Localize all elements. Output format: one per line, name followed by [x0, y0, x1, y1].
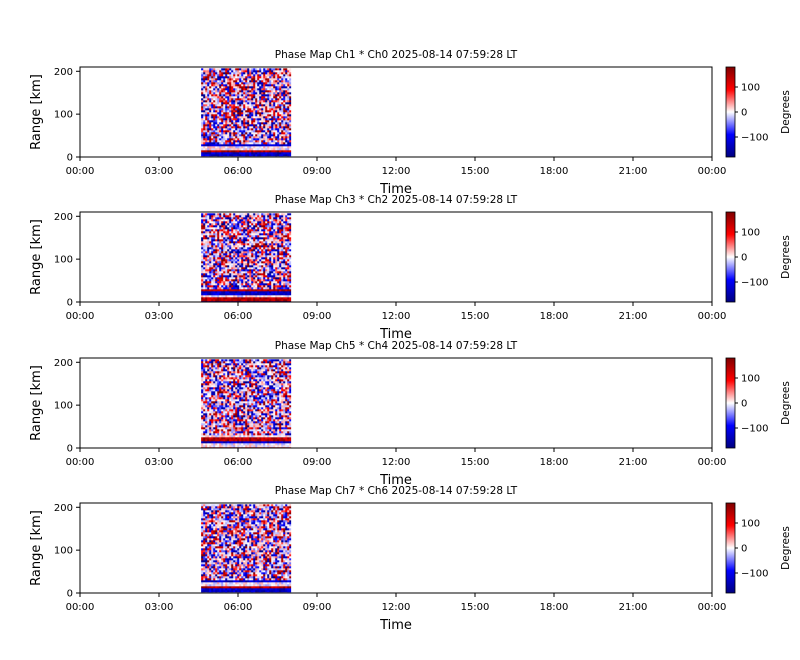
phase-heatmap-cells — [201, 504, 292, 594]
x-tick-label: 15:00 — [461, 457, 490, 468]
x-tick-label: 03:00 — [145, 166, 174, 177]
x-tick-label: 15:00 — [461, 166, 490, 177]
x-tick-label: 18:00 — [540, 457, 569, 468]
phase-map-panel-3: Phase Map Ch7 * Ch6 2025-08-14 07:59:28 … — [29, 485, 792, 633]
panel-title: Phase Map Ch5 * Ch4 2025-08-14 07:59:28 … — [275, 340, 518, 352]
phase-heatmap-cells — [201, 68, 292, 158]
colorbar-tick-label: −100 — [741, 569, 768, 580]
x-tick-label: 00:00 — [698, 166, 727, 177]
y-tick-label: 100 — [54, 546, 73, 557]
x-tick-label: 09:00 — [303, 166, 332, 177]
x-axis-label: Time — [379, 473, 412, 488]
x-tick-label: 18:00 — [540, 602, 569, 613]
colorbar-tick-label: −100 — [741, 133, 768, 144]
colorbar — [725, 66, 736, 158]
colorbar-tick-label: 0 — [741, 108, 747, 119]
y-axis-label: Range [km] — [29, 74, 44, 150]
x-tick-label: 06:00 — [224, 311, 253, 322]
colorbar-tick-label: 100 — [741, 228, 760, 239]
colorbar-label: Degrees — [780, 90, 792, 134]
x-tick-label: 06:00 — [224, 457, 253, 468]
y-tick-label: 200 — [54, 67, 73, 78]
x-tick-label: 12:00 — [382, 311, 411, 322]
x-axis-label: Time — [379, 618, 412, 633]
y-tick-label: 0 — [67, 589, 73, 600]
x-tick-label: 06:00 — [224, 602, 253, 613]
x-tick-label: 06:00 — [224, 166, 253, 177]
phase-map-panel-1: Phase Map Ch3 * Ch2 2025-08-14 07:59:28 … — [29, 194, 792, 342]
x-tick-label: 21:00 — [619, 457, 648, 468]
colorbar — [725, 357, 736, 449]
x-tick-label: 09:00 — [303, 311, 332, 322]
x-tick-label: 09:00 — [303, 602, 332, 613]
x-tick-label: 00:00 — [698, 602, 727, 613]
x-tick-label: 00:00 — [698, 311, 727, 322]
x-tick-label: 12:00 — [382, 457, 411, 468]
x-tick-label: 21:00 — [619, 311, 648, 322]
y-tick-label: 100 — [54, 110, 73, 121]
y-tick-label: 0 — [67, 444, 73, 455]
panel-title: Phase Map Ch1 * Ch0 2025-08-14 07:59:28 … — [275, 49, 518, 61]
x-tick-label: 00:00 — [66, 166, 95, 177]
x-tick-label: 12:00 — [382, 602, 411, 613]
x-tick-label: 18:00 — [540, 311, 569, 322]
x-tick-label: 03:00 — [145, 311, 174, 322]
colorbar-tick-label: −100 — [741, 278, 768, 289]
colorbar — [725, 211, 736, 303]
axes-frame — [79, 357, 713, 449]
colorbar-label: Degrees — [780, 235, 792, 279]
y-tick-label: 0 — [67, 153, 73, 164]
panel-title: Phase Map Ch7 * Ch6 2025-08-14 07:59:28 … — [275, 485, 518, 497]
y-axis-label: Range [km] — [29, 365, 44, 441]
x-tick-label: 00:00 — [698, 457, 727, 468]
phase-map-panel-0: Phase Map Ch1 * Ch0 2025-08-14 07:59:28 … — [29, 49, 792, 197]
x-tick-label: 09:00 — [303, 457, 332, 468]
colorbar-tick-label: 100 — [741, 519, 760, 530]
axes-frame — [79, 211, 713, 303]
axes-frame — [79, 502, 713, 594]
x-tick-label: 00:00 — [66, 311, 95, 322]
y-tick-label: 200 — [54, 358, 73, 369]
y-axis-label: Range [km] — [29, 510, 44, 586]
colorbar-tick-label: 100 — [741, 83, 760, 94]
x-tick-label: 00:00 — [66, 602, 95, 613]
colorbar-label: Degrees — [780, 526, 792, 570]
phase-map-panel-2: Phase Map Ch5 * Ch4 2025-08-14 07:59:28 … — [29, 340, 792, 488]
y-tick-label: 100 — [54, 401, 73, 412]
colorbar-tick-label: 0 — [741, 399, 747, 410]
x-tick-label: 12:00 — [382, 166, 411, 177]
y-tick-label: 200 — [54, 503, 73, 514]
x-tick-label: 21:00 — [619, 602, 648, 613]
x-tick-label: 03:00 — [145, 602, 174, 613]
colorbar — [725, 502, 736, 594]
x-tick-label: 15:00 — [461, 311, 490, 322]
x-tick-label: 03:00 — [145, 457, 174, 468]
y-tick-label: 100 — [54, 255, 73, 266]
x-tick-label: 00:00 — [66, 457, 95, 468]
colorbar-tick-label: −100 — [741, 424, 768, 435]
y-axis-label: Range [km] — [29, 219, 44, 295]
colorbar-tick-label: 100 — [741, 374, 760, 385]
x-axis-label: Time — [379, 182, 412, 197]
y-tick-label: 0 — [67, 298, 73, 309]
colorbar-label: Degrees — [780, 381, 792, 425]
phase-heatmap-cells — [201, 359, 292, 449]
x-tick-label: 21:00 — [619, 166, 648, 177]
colorbar-tick-label: 0 — [741, 544, 747, 555]
y-tick-label: 200 — [54, 212, 73, 223]
x-tick-label: 18:00 — [540, 166, 569, 177]
x-tick-label: 15:00 — [461, 602, 490, 613]
panel-title: Phase Map Ch3 * Ch2 2025-08-14 07:59:28 … — [275, 194, 518, 206]
phase-heatmap-cells — [201, 213, 292, 303]
axes-frame — [79, 66, 713, 158]
colorbar-tick-label: 0 — [741, 253, 747, 264]
x-axis-label: Time — [379, 327, 412, 342]
